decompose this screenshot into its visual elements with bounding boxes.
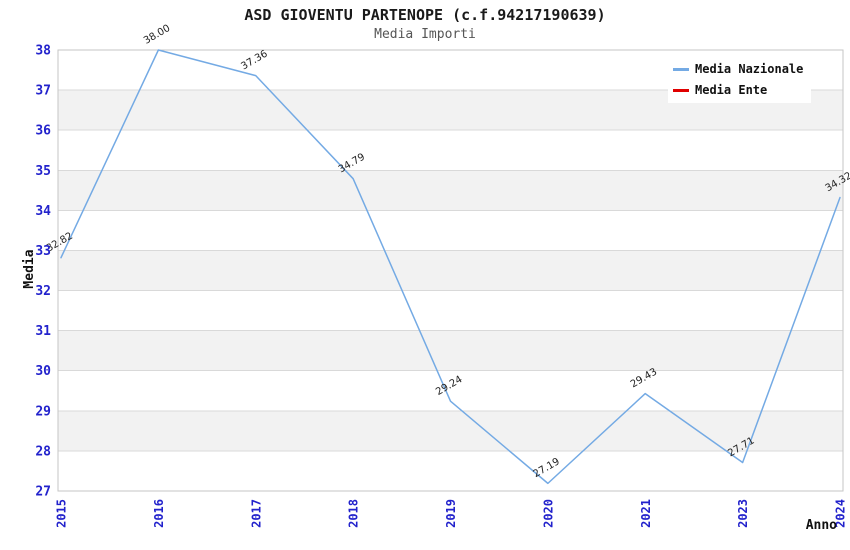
y-tick-label: 30 [35, 364, 51, 379]
x-tick-label: 2015 [55, 499, 69, 528]
legend-label-media-ente: Media Ente [695, 83, 768, 97]
y-tick-label: 36 [35, 124, 51, 139]
data-point-label: 29.24 [434, 374, 464, 398]
data-point-label: 37.36 [239, 49, 269, 73]
y-tick-label: 31 [35, 324, 51, 339]
plot-band [58, 170, 843, 211]
plot-band [58, 330, 843, 371]
x-tick-label: 2020 [541, 499, 555, 528]
legend-item-media-nazionale: Media Nazionale [673, 62, 811, 77]
legend-label-media-nazionale: Media Nazionale [695, 62, 804, 76]
plot-border [57, 49, 844, 492]
plot-band [58, 250, 843, 291]
y-tick-label: 34 [35, 204, 51, 219]
y-tick-label: 28 [35, 444, 51, 459]
legend: Media Nazionale Media Ente [668, 56, 811, 103]
chart-subtitle: Media Importi [374, 27, 476, 42]
series-line-media-nazionale [60, 49, 841, 485]
x-tick-label: 2018 [347, 499, 361, 528]
media-nazionale-line-swatch [673, 67, 689, 71]
data-point-label: 27.19 [531, 456, 561, 480]
x-tick-label: 2024 [834, 499, 848, 528]
y-tick-label: 37 [35, 84, 51, 99]
chart-title: ASD GIOVENTU PARTENOPE (c.f.94217190639) [244, 6, 606, 24]
y-tick-label: 35 [35, 164, 51, 179]
media-ente-line-swatch [673, 88, 689, 92]
data-point-label: 38.00 [142, 23, 172, 47]
y-tick-label: 27 [35, 485, 51, 500]
plot-band [58, 410, 843, 451]
x-tick-label: 2021 [639, 499, 653, 528]
x-axis-title: Anno [806, 518, 837, 533]
y-tick-label: 32 [35, 284, 51, 299]
y-tick-label: 33 [35, 244, 51, 259]
y-tick-label: 29 [35, 404, 51, 419]
y-axis-title: Media [22, 249, 37, 288]
x-tick-label: 2019 [444, 499, 458, 528]
legend-item-media-ente: Media Ente [673, 83, 811, 98]
x-tick-label: 2023 [736, 499, 750, 528]
x-tick-label: 2017 [249, 499, 263, 528]
x-tick-label: 2016 [152, 499, 166, 528]
y-tick-label: 38 [35, 44, 51, 59]
